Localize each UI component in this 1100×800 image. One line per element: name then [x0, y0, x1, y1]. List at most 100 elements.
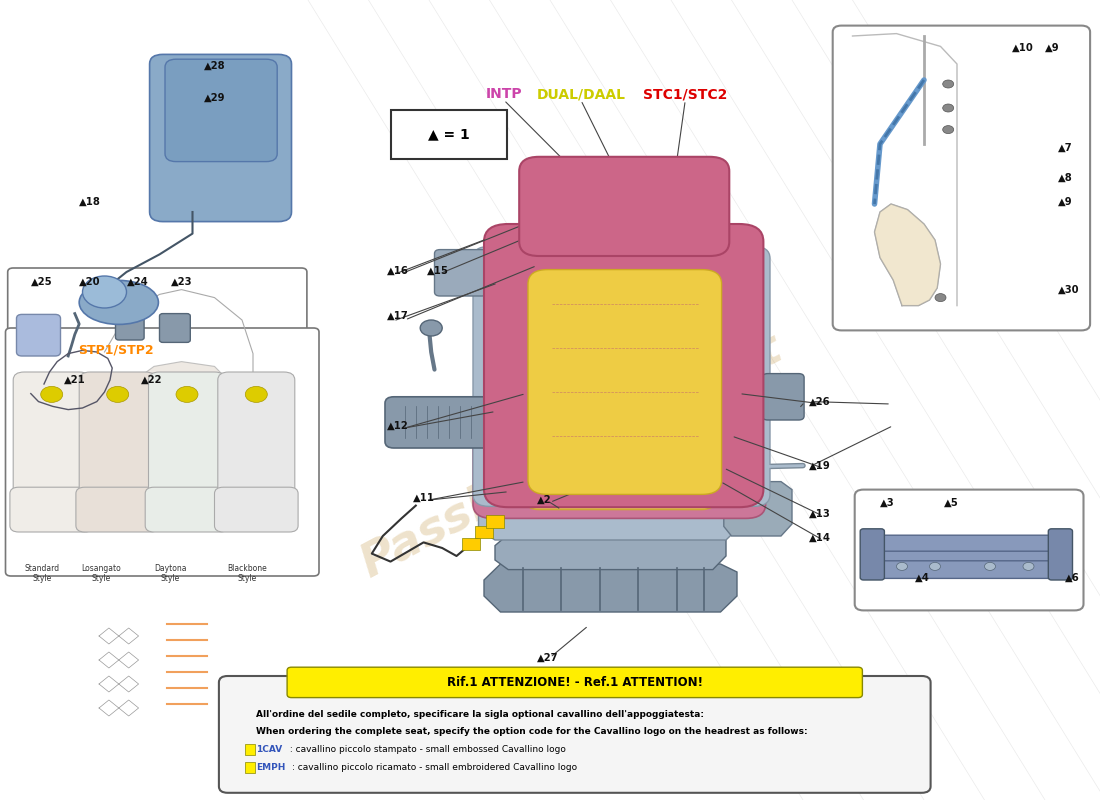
FancyBboxPatch shape: [473, 398, 766, 518]
FancyBboxPatch shape: [1048, 529, 1072, 580]
Text: STP1/STP2: STP1/STP2: [78, 343, 153, 356]
Circle shape: [943, 104, 954, 112]
Text: ▲16: ▲16: [387, 266, 409, 275]
Text: ▲25: ▲25: [31, 277, 53, 286]
FancyBboxPatch shape: [150, 54, 292, 222]
Text: ▲29: ▲29: [204, 93, 226, 102]
Text: DUAL/DAAL: DUAL/DAAL: [537, 87, 625, 102]
Text: ▲14: ▲14: [808, 533, 830, 542]
FancyBboxPatch shape: [13, 372, 90, 528]
FancyBboxPatch shape: [219, 676, 931, 793]
Circle shape: [41, 386, 63, 402]
FancyBboxPatch shape: [16, 314, 60, 356]
Circle shape: [930, 562, 940, 570]
Text: ▲18: ▲18: [79, 197, 101, 206]
Text: ▲3: ▲3: [880, 498, 894, 507]
FancyBboxPatch shape: [871, 561, 1063, 578]
FancyBboxPatch shape: [833, 26, 1090, 330]
Text: All'ordine del sedile completo, specificare la sigla optional cavallino dell'app: All'ordine del sedile completo, specific…: [256, 710, 704, 719]
Polygon shape: [478, 500, 742, 540]
Text: ▲28: ▲28: [204, 61, 226, 70]
Text: STC1/STC2: STC1/STC2: [644, 87, 727, 102]
Text: ▲23: ▲23: [170, 277, 192, 286]
Text: ▲27: ▲27: [537, 653, 559, 662]
Circle shape: [1023, 562, 1034, 570]
Text: ▲9: ▲9: [1045, 43, 1059, 53]
FancyBboxPatch shape: [8, 268, 307, 448]
Text: ▲26: ▲26: [808, 397, 830, 406]
FancyBboxPatch shape: [519, 157, 729, 256]
Text: ▲13: ▲13: [808, 509, 830, 518]
FancyBboxPatch shape: [116, 310, 144, 340]
Text: Daytona
Style: Daytona Style: [154, 564, 187, 583]
Circle shape: [107, 386, 129, 402]
FancyBboxPatch shape: [218, 372, 295, 528]
FancyBboxPatch shape: [385, 397, 496, 448]
Text: ▲19: ▲19: [808, 461, 830, 470]
FancyBboxPatch shape: [671, 246, 770, 506]
Circle shape: [420, 320, 442, 336]
FancyBboxPatch shape: [860, 529, 884, 580]
Text: ▲22: ▲22: [141, 375, 163, 385]
Polygon shape: [495, 534, 726, 570]
Bar: [486, 515, 504, 528]
FancyBboxPatch shape: [484, 224, 763, 507]
Text: Rif.1 ATTENZIONE! - Ref.1 ATTENTION!: Rif.1 ATTENZIONE! - Ref.1 ATTENTION!: [447, 676, 703, 689]
Text: ▲9: ▲9: [1058, 197, 1072, 206]
FancyBboxPatch shape: [871, 551, 1063, 566]
Text: ▲6: ▲6: [1065, 573, 1079, 582]
Ellipse shape: [82, 276, 126, 308]
Bar: [583, 235, 666, 251]
Text: INTP: INTP: [485, 87, 522, 102]
Bar: [462, 538, 480, 550]
Text: Blackbone
Style: Blackbone Style: [228, 564, 267, 583]
Text: ▲11: ▲11: [412, 493, 434, 502]
Text: ▲2: ▲2: [537, 495, 551, 505]
Text: ▲17: ▲17: [387, 311, 409, 321]
FancyBboxPatch shape: [160, 314, 190, 342]
FancyBboxPatch shape: [871, 535, 1063, 554]
Circle shape: [245, 386, 267, 402]
Circle shape: [984, 562, 996, 570]
FancyBboxPatch shape: [287, 667, 862, 698]
FancyBboxPatch shape: [148, 372, 225, 528]
Text: ▲15: ▲15: [427, 266, 449, 275]
FancyBboxPatch shape: [6, 328, 319, 576]
FancyBboxPatch shape: [165, 59, 277, 162]
Text: ▲12: ▲12: [387, 421, 409, 430]
FancyBboxPatch shape: [473, 246, 572, 506]
Bar: [475, 526, 493, 538]
Polygon shape: [724, 482, 792, 536]
Circle shape: [896, 562, 907, 570]
Circle shape: [935, 294, 946, 302]
Text: ▲8: ▲8: [1058, 173, 1072, 182]
Circle shape: [943, 126, 954, 134]
Text: ▲30: ▲30: [1058, 285, 1080, 294]
Text: ▲21: ▲21: [64, 375, 86, 385]
Text: : cavallino piccolo stampato - small embossed Cavallino logo: : cavallino piccolo stampato - small emb…: [287, 745, 566, 754]
FancyBboxPatch shape: [434, 250, 487, 296]
FancyBboxPatch shape: [390, 110, 507, 159]
Polygon shape: [874, 204, 940, 306]
Text: Losangato
Style: Losangato Style: [81, 564, 121, 583]
Text: ▲10: ▲10: [1012, 43, 1034, 53]
FancyBboxPatch shape: [79, 372, 156, 528]
FancyBboxPatch shape: [855, 490, 1084, 610]
FancyBboxPatch shape: [528, 270, 722, 494]
Text: ▲7: ▲7: [1058, 143, 1072, 153]
Bar: [245, 762, 255, 773]
Text: ▲4: ▲4: [915, 573, 931, 582]
FancyBboxPatch shape: [10, 487, 94, 532]
Ellipse shape: [79, 280, 158, 325]
Text: When ordering the complete seat, specify the option code for the Cavallino logo : When ordering the complete seat, specify…: [256, 727, 807, 737]
FancyBboxPatch shape: [526, 412, 715, 510]
FancyBboxPatch shape: [762, 374, 804, 420]
FancyBboxPatch shape: [145, 487, 229, 532]
Polygon shape: [484, 564, 737, 612]
Text: ▲20: ▲20: [79, 277, 101, 286]
FancyBboxPatch shape: [214, 487, 298, 532]
Text: EMPH: EMPH: [256, 762, 286, 772]
FancyBboxPatch shape: [76, 487, 160, 532]
Text: ▲5: ▲5: [944, 498, 958, 507]
Bar: [245, 744, 255, 755]
